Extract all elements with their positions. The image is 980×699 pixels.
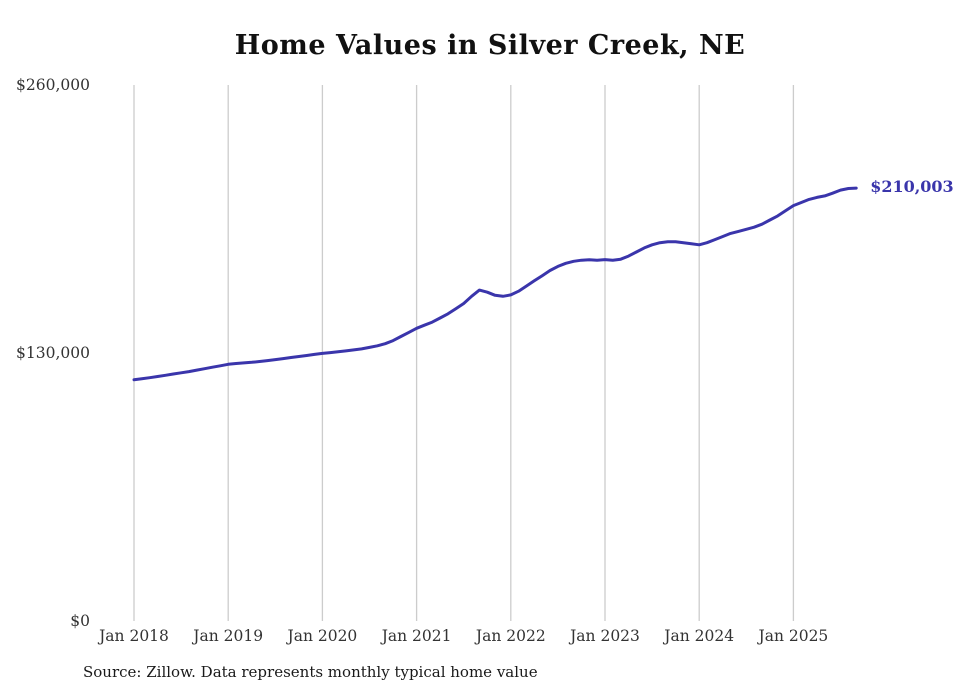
- x-tick-label: Jan 2022: [474, 627, 546, 645]
- x-tick-label: Jan 2020: [285, 627, 357, 645]
- chart-title: Home Values in Silver Creek, NE: [234, 30, 746, 61]
- end-value-label: $210,003: [870, 177, 954, 197]
- x-tick-label: Jan 2024: [662, 627, 734, 645]
- y-tick-label: $130,000: [16, 344, 90, 362]
- y-tick-label: $0: [70, 612, 90, 630]
- x-tick-label: Jan 2019: [191, 627, 263, 645]
- x-tick-label: Jan 2018: [97, 627, 169, 645]
- home-value-line: [132, 186, 858, 382]
- y-tick-label: $260,000: [16, 76, 90, 94]
- x-tick-label: Jan 2025: [756, 627, 828, 645]
- x-tick-label: Jan 2021: [380, 627, 452, 645]
- x-tick-label: Jan 2023: [568, 627, 640, 645]
- source-note: Source: Zillow. Data represents monthly …: [83, 663, 538, 681]
